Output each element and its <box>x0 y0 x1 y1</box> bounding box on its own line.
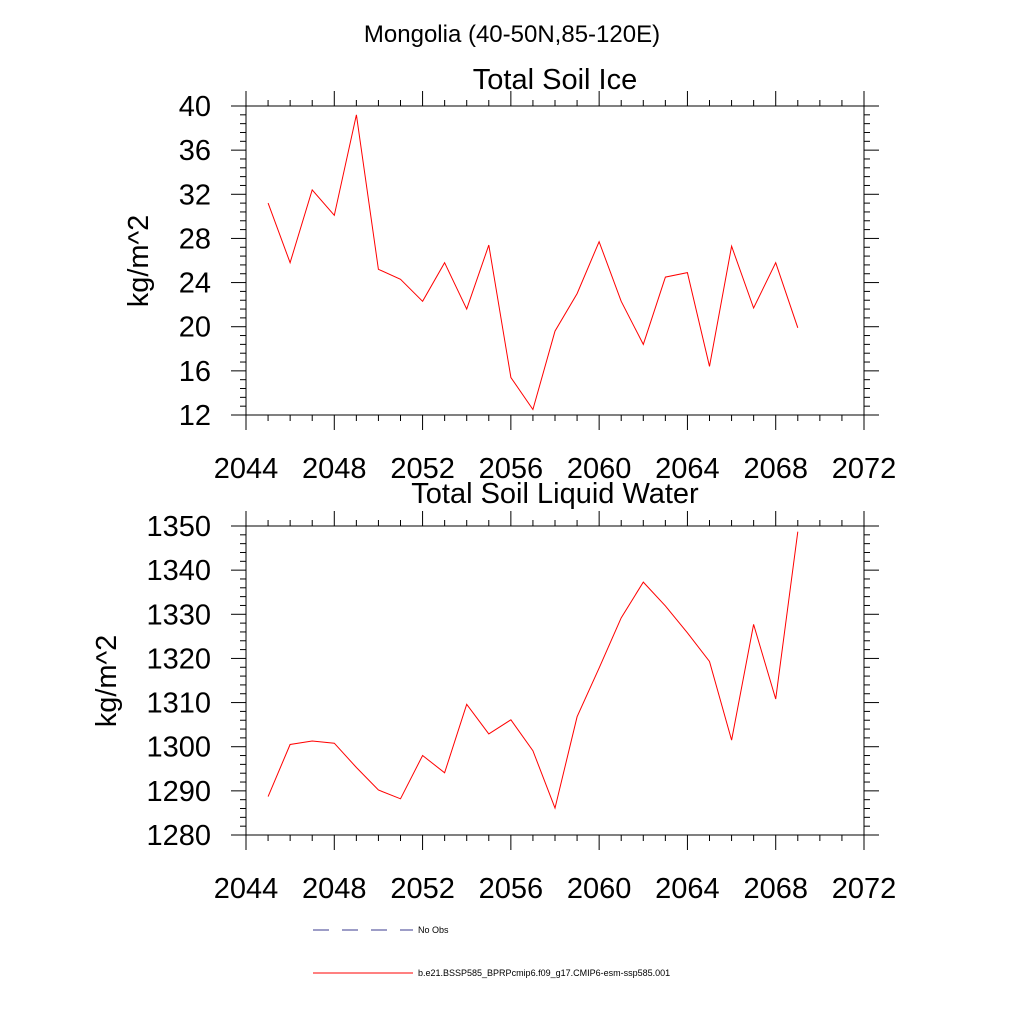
y-tick-label: 40 <box>179 91 211 123</box>
y-tick-label: 32 <box>179 179 211 211</box>
legend-item-model-run: b.e21.BSSP585_BPRPcmip6.f09_g17.CMIP6-es… <box>313 968 670 978</box>
plot-area: 2044 2048 2052 2056 2060 2064 2068 2072 12 16 20 24… <box>179 91 897 485</box>
x-tick-label: 2060 <box>567 453 632 485</box>
legend-label: No Obs <box>418 925 449 935</box>
x-tick-label: 2052 <box>390 873 455 905</box>
y-tick-label: 12 <box>179 400 211 432</box>
plot-frame <box>245 105 865 416</box>
panel-soil-ice: Total Soil Ice kg/m^2 2044 2048 2052 2056 20… <box>123 64 896 485</box>
y-tick-label: 20 <box>179 312 211 344</box>
plot-frame <box>245 525 865 836</box>
y-axis-label: kg/m^2 <box>123 215 155 308</box>
panel-title: Total Soil Ice <box>473 64 637 96</box>
panel-title: Total Soil Liquid Water <box>411 478 699 510</box>
x-tick-label: 2064 <box>655 873 720 905</box>
y-tick-label: 1320 <box>146 643 211 675</box>
series-line <box>267 114 799 411</box>
x-tick-label: 2072 <box>832 873 897 905</box>
x-tick-label: 2068 <box>743 453 808 485</box>
y-tick-label: 1340 <box>146 555 211 587</box>
x-tick-label: 2060 <box>567 873 632 905</box>
legend: No Obs b.e21.BSSP585_BPRPcmip6.f09_g17.C… <box>313 925 670 978</box>
panel-soil-liquid-water: Total Soil Liquid Water kg/m^2 2044 2048 2… <box>91 478 896 905</box>
x-tick-label: 2048 <box>302 873 367 905</box>
x-tick-label: 2064 <box>655 453 720 485</box>
y-tick-label: 1310 <box>146 688 211 720</box>
y-axis-label: kg/m^2 <box>91 635 123 728</box>
y-tick-label: 1330 <box>146 599 211 631</box>
y-tick-label: 36 <box>179 135 211 167</box>
y-tick-label: 28 <box>179 223 211 255</box>
legend-label: b.e21.BSSP585_BPRPcmip6.f09_g17.CMIP6-es… <box>418 968 670 978</box>
x-tick-label: 2052 <box>390 453 455 485</box>
legend-item-no-obs: No Obs <box>313 925 449 935</box>
x-tick-label: 2056 <box>479 873 544 905</box>
x-tick-label: 2056 <box>479 453 544 485</box>
x-tick-label: 2072 <box>832 453 897 485</box>
x-tick-label: 2068 <box>743 873 808 905</box>
x-tick-label: 2044 <box>214 453 279 485</box>
y-tick-label: 1350 <box>146 511 211 543</box>
y-tick-label: 16 <box>179 356 211 388</box>
x-tick-label: 2048 <box>302 453 367 485</box>
y-tick-label: 1300 <box>146 732 211 764</box>
y-tick-label: 24 <box>179 268 211 300</box>
x-tick-label: 2044 <box>214 873 279 905</box>
y-tick-label: 1280 <box>146 820 211 852</box>
main-title: Mongolia (40-50N,85-120E) <box>364 21 660 48</box>
series-line <box>267 531 799 810</box>
plot-area: 2044 2048 2052 2056 2060 2064 2068 2072 1280 1290… <box>146 511 896 905</box>
y-tick-label: 1290 <box>146 776 211 808</box>
